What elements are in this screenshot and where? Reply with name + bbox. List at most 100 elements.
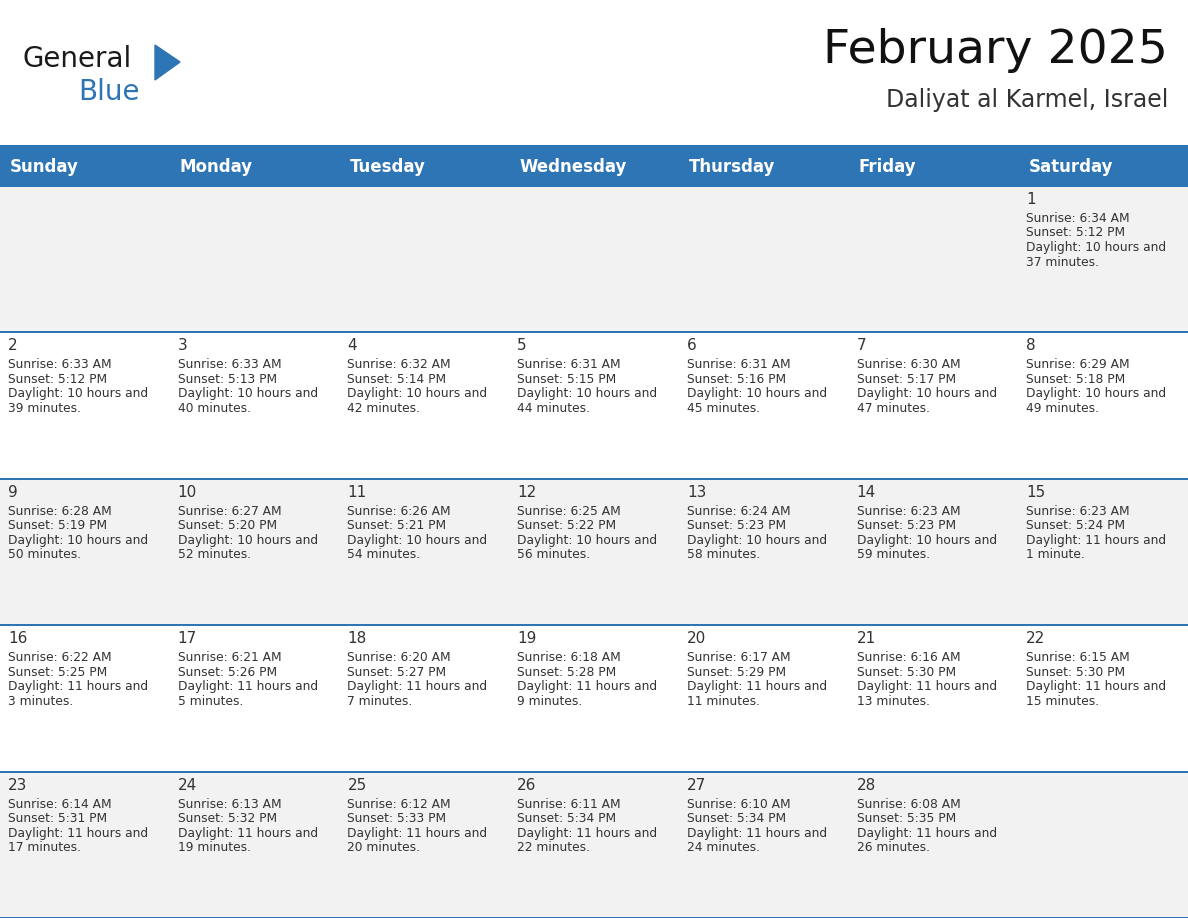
Text: Sunset: 5:20 PM: Sunset: 5:20 PM xyxy=(178,520,277,532)
Text: Sunrise: 6:26 AM: Sunrise: 6:26 AM xyxy=(347,505,451,518)
Bar xyxy=(0,145,1188,149)
Text: 44 minutes.: 44 minutes. xyxy=(517,402,590,415)
Text: Sunrise: 6:08 AM: Sunrise: 6:08 AM xyxy=(857,798,960,811)
Text: Daliyat al Karmel, Israel: Daliyat al Karmel, Israel xyxy=(885,88,1168,112)
Text: Sunrise: 6:31 AM: Sunrise: 6:31 AM xyxy=(687,358,790,372)
Text: Sunrise: 6:33 AM: Sunrise: 6:33 AM xyxy=(178,358,282,372)
Text: 8: 8 xyxy=(1026,339,1036,353)
Text: Daylight: 11 hours and: Daylight: 11 hours and xyxy=(517,680,657,693)
Text: 37 minutes.: 37 minutes. xyxy=(1026,255,1099,268)
Bar xyxy=(0,148,1188,186)
Text: Sunset: 5:28 PM: Sunset: 5:28 PM xyxy=(517,666,617,678)
Text: Sunrise: 6:14 AM: Sunrise: 6:14 AM xyxy=(8,798,112,811)
Text: Sunrise: 6:11 AM: Sunrise: 6:11 AM xyxy=(517,798,621,811)
Bar xyxy=(0,477,1188,480)
Text: 14: 14 xyxy=(857,485,876,499)
Text: Daylight: 11 hours and: Daylight: 11 hours and xyxy=(8,826,148,840)
Bar xyxy=(0,186,1188,332)
Text: 56 minutes.: 56 minutes. xyxy=(517,548,590,561)
Text: Sunrise: 6:22 AM: Sunrise: 6:22 AM xyxy=(8,651,112,665)
Text: Sunrise: 6:23 AM: Sunrise: 6:23 AM xyxy=(1026,505,1130,518)
Text: Daylight: 11 hours and: Daylight: 11 hours and xyxy=(857,680,997,693)
Text: Sunset: 5:30 PM: Sunset: 5:30 PM xyxy=(1026,666,1125,678)
Text: Daylight: 10 hours and: Daylight: 10 hours and xyxy=(347,387,487,400)
Text: 27: 27 xyxy=(687,778,706,792)
Text: Daylight: 10 hours and: Daylight: 10 hours and xyxy=(687,387,827,400)
Text: Daylight: 10 hours and: Daylight: 10 hours and xyxy=(857,387,997,400)
Text: 26 minutes.: 26 minutes. xyxy=(857,841,929,854)
Text: 21: 21 xyxy=(857,632,876,646)
Text: 12: 12 xyxy=(517,485,537,499)
Text: Sunset: 5:23 PM: Sunset: 5:23 PM xyxy=(687,520,786,532)
Text: Sunset: 5:27 PM: Sunset: 5:27 PM xyxy=(347,666,447,678)
Text: 2: 2 xyxy=(8,339,18,353)
Text: Sunrise: 6:17 AM: Sunrise: 6:17 AM xyxy=(687,651,790,665)
Text: Sunrise: 6:34 AM: Sunrise: 6:34 AM xyxy=(1026,212,1130,225)
Text: Sunset: 5:16 PM: Sunset: 5:16 PM xyxy=(687,373,786,386)
Bar xyxy=(0,479,1188,625)
Text: 10: 10 xyxy=(178,485,197,499)
Text: Daylight: 10 hours and: Daylight: 10 hours and xyxy=(178,387,318,400)
Text: 24: 24 xyxy=(178,778,197,792)
Text: Daylight: 10 hours and: Daylight: 10 hours and xyxy=(1026,387,1167,400)
Text: 17 minutes.: 17 minutes. xyxy=(8,841,81,854)
Bar xyxy=(0,772,1188,918)
Text: Daylight: 10 hours and: Daylight: 10 hours and xyxy=(517,387,657,400)
Text: 20: 20 xyxy=(687,632,706,646)
Text: 40 minutes.: 40 minutes. xyxy=(178,402,251,415)
Text: Sunset: 5:26 PM: Sunset: 5:26 PM xyxy=(178,666,277,678)
Text: 25: 25 xyxy=(347,778,367,792)
Text: 3 minutes.: 3 minutes. xyxy=(8,695,74,708)
Text: General: General xyxy=(23,45,131,73)
Text: Daylight: 11 hours and: Daylight: 11 hours and xyxy=(178,826,318,840)
Text: Sunrise: 6:15 AM: Sunrise: 6:15 AM xyxy=(1026,651,1130,665)
Text: 9 minutes.: 9 minutes. xyxy=(517,695,582,708)
Text: Sunrise: 6:18 AM: Sunrise: 6:18 AM xyxy=(517,651,621,665)
Text: Sunset: 5:32 PM: Sunset: 5:32 PM xyxy=(178,812,277,825)
Text: 1: 1 xyxy=(1026,192,1036,207)
Text: Sunrise: 6:20 AM: Sunrise: 6:20 AM xyxy=(347,651,451,665)
Text: Daylight: 10 hours and: Daylight: 10 hours and xyxy=(347,533,487,547)
Polygon shape xyxy=(154,45,181,80)
Text: Sunset: 5:35 PM: Sunset: 5:35 PM xyxy=(857,812,956,825)
Text: Daylight: 10 hours and: Daylight: 10 hours and xyxy=(8,387,148,400)
Text: Sunset: 5:18 PM: Sunset: 5:18 PM xyxy=(1026,373,1125,386)
Text: Daylight: 11 hours and: Daylight: 11 hours and xyxy=(347,680,487,693)
Text: Thursday: Thursday xyxy=(689,158,776,176)
Text: Sunset: 5:29 PM: Sunset: 5:29 PM xyxy=(687,666,786,678)
Text: 59 minutes.: 59 minutes. xyxy=(857,548,930,561)
Text: Sunrise: 6:10 AM: Sunrise: 6:10 AM xyxy=(687,798,790,811)
Text: 13 minutes.: 13 minutes. xyxy=(857,695,929,708)
Text: Sunset: 5:22 PM: Sunset: 5:22 PM xyxy=(517,520,617,532)
Text: Sunset: 5:30 PM: Sunset: 5:30 PM xyxy=(857,666,955,678)
Text: Sunrise: 6:27 AM: Sunrise: 6:27 AM xyxy=(178,505,282,518)
Text: 22 minutes.: 22 minutes. xyxy=(517,841,590,854)
Bar xyxy=(0,185,1188,187)
Text: 18: 18 xyxy=(347,632,367,646)
Text: Sunset: 5:12 PM: Sunset: 5:12 PM xyxy=(8,373,107,386)
Text: 11 minutes.: 11 minutes. xyxy=(687,695,760,708)
Text: 16: 16 xyxy=(8,632,27,646)
Text: Sunset: 5:31 PM: Sunset: 5:31 PM xyxy=(8,812,107,825)
Text: 49 minutes.: 49 minutes. xyxy=(1026,402,1099,415)
Text: Tuesday: Tuesday xyxy=(349,158,425,176)
Text: 17: 17 xyxy=(178,632,197,646)
Text: 54 minutes.: 54 minutes. xyxy=(347,548,421,561)
Text: 42 minutes.: 42 minutes. xyxy=(347,402,421,415)
Text: Sunrise: 6:21 AM: Sunrise: 6:21 AM xyxy=(178,651,282,665)
Bar xyxy=(0,331,1188,333)
Text: 13: 13 xyxy=(687,485,706,499)
Text: 23: 23 xyxy=(8,778,27,792)
Text: 19 minutes.: 19 minutes. xyxy=(178,841,251,854)
Text: Sunset: 5:25 PM: Sunset: 5:25 PM xyxy=(8,666,107,678)
Text: Sunrise: 6:32 AM: Sunrise: 6:32 AM xyxy=(347,358,451,372)
Text: 22: 22 xyxy=(1026,632,1045,646)
Text: Daylight: 10 hours and: Daylight: 10 hours and xyxy=(857,533,997,547)
Text: Daylight: 11 hours and: Daylight: 11 hours and xyxy=(517,826,657,840)
Text: Sunset: 5:34 PM: Sunset: 5:34 PM xyxy=(517,812,617,825)
Text: Daylight: 11 hours and: Daylight: 11 hours and xyxy=(857,826,997,840)
Text: Sunrise: 6:33 AM: Sunrise: 6:33 AM xyxy=(8,358,112,372)
Bar xyxy=(0,624,1188,626)
Text: Sunset: 5:33 PM: Sunset: 5:33 PM xyxy=(347,812,447,825)
Text: Sunset: 5:34 PM: Sunset: 5:34 PM xyxy=(687,812,786,825)
